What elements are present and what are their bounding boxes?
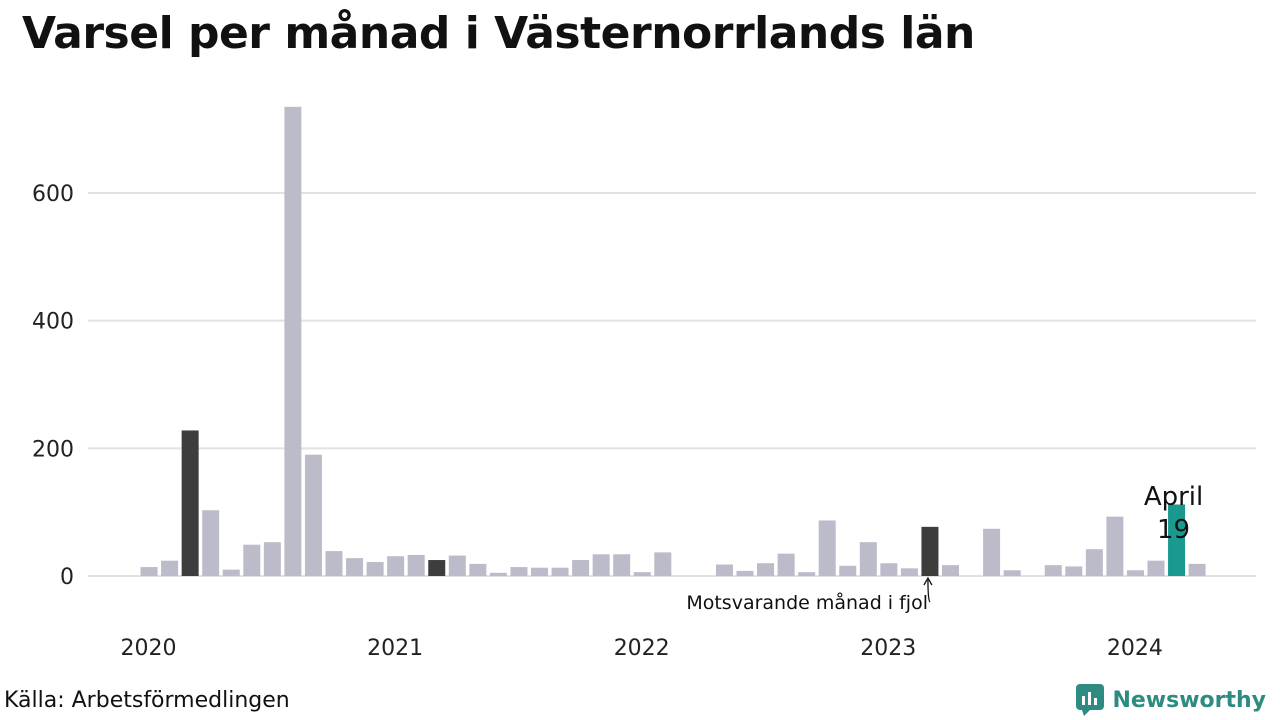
bar	[1147, 560, 1165, 576]
bar-previous-year	[181, 430, 199, 576]
current-month-value: 19	[1157, 515, 1190, 545]
bar	[510, 567, 528, 576]
bar	[531, 567, 548, 576]
bar	[325, 551, 343, 576]
brand-logo: Newsworthy	[1076, 684, 1266, 716]
bar	[715, 564, 733, 576]
x-year-label: 2024	[1107, 636, 1163, 661]
bar	[243, 544, 261, 576]
bar	[469, 563, 487, 576]
bar	[1188, 563, 1206, 576]
bar	[942, 565, 959, 576]
bar	[613, 554, 631, 576]
annotation-arrowhead	[923, 576, 933, 586]
bar-previous-year	[921, 526, 939, 576]
bar	[839, 565, 857, 576]
x-year-label: 2021	[367, 636, 423, 661]
bar	[551, 567, 569, 576]
current-month-label: April	[1144, 482, 1203, 512]
bar	[818, 520, 836, 576]
chart-title: Varsel per månad i Västernorrlands län	[22, 8, 975, 59]
brand-name: Newsworthy	[1112, 687, 1266, 713]
y-tick-label: 0	[60, 565, 74, 590]
bar	[757, 563, 775, 576]
bar	[654, 552, 672, 576]
bar	[736, 570, 754, 576]
y-tick-label: 600	[32, 182, 74, 207]
bar	[633, 572, 651, 576]
bar	[161, 560, 179, 576]
bar	[489, 572, 507, 576]
bar	[798, 572, 816, 576]
bar	[1106, 516, 1124, 576]
bar	[1003, 570, 1021, 576]
bar	[592, 554, 610, 576]
bar-current-month	[1168, 504, 1186, 576]
bar	[346, 558, 364, 576]
bar	[263, 542, 281, 576]
bar	[407, 554, 425, 576]
bar	[777, 553, 795, 576]
bar	[222, 569, 240, 576]
bar	[366, 561, 384, 576]
bar	[284, 106, 302, 576]
bar	[900, 568, 918, 576]
bar	[1065, 566, 1083, 576]
newsworthy-logo-icon	[1076, 684, 1105, 716]
bar-previous-year	[428, 560, 446, 576]
y-tick-label: 200	[32, 437, 74, 462]
bar	[1126, 570, 1144, 576]
bar	[1044, 565, 1062, 576]
bar	[448, 555, 466, 576]
bar	[1085, 549, 1103, 576]
source-note: Källa: Arbetsförmedlingen	[4, 688, 290, 713]
x-year-label: 2023	[860, 636, 916, 661]
bar	[572, 560, 590, 576]
annotation-arrow	[927, 579, 931, 603]
x-year-label: 2022	[614, 636, 670, 661]
bar	[202, 510, 220, 576]
annotation-label: Motsvarande månad i fjol	[686, 591, 928, 614]
bar	[983, 528, 1001, 576]
x-year-label: 2020	[121, 636, 177, 661]
y-tick-label: 400	[32, 310, 74, 335]
bar	[304, 454, 322, 576]
bar	[859, 542, 877, 576]
bar	[387, 556, 405, 576]
bar	[880, 563, 898, 576]
bar	[140, 567, 158, 576]
